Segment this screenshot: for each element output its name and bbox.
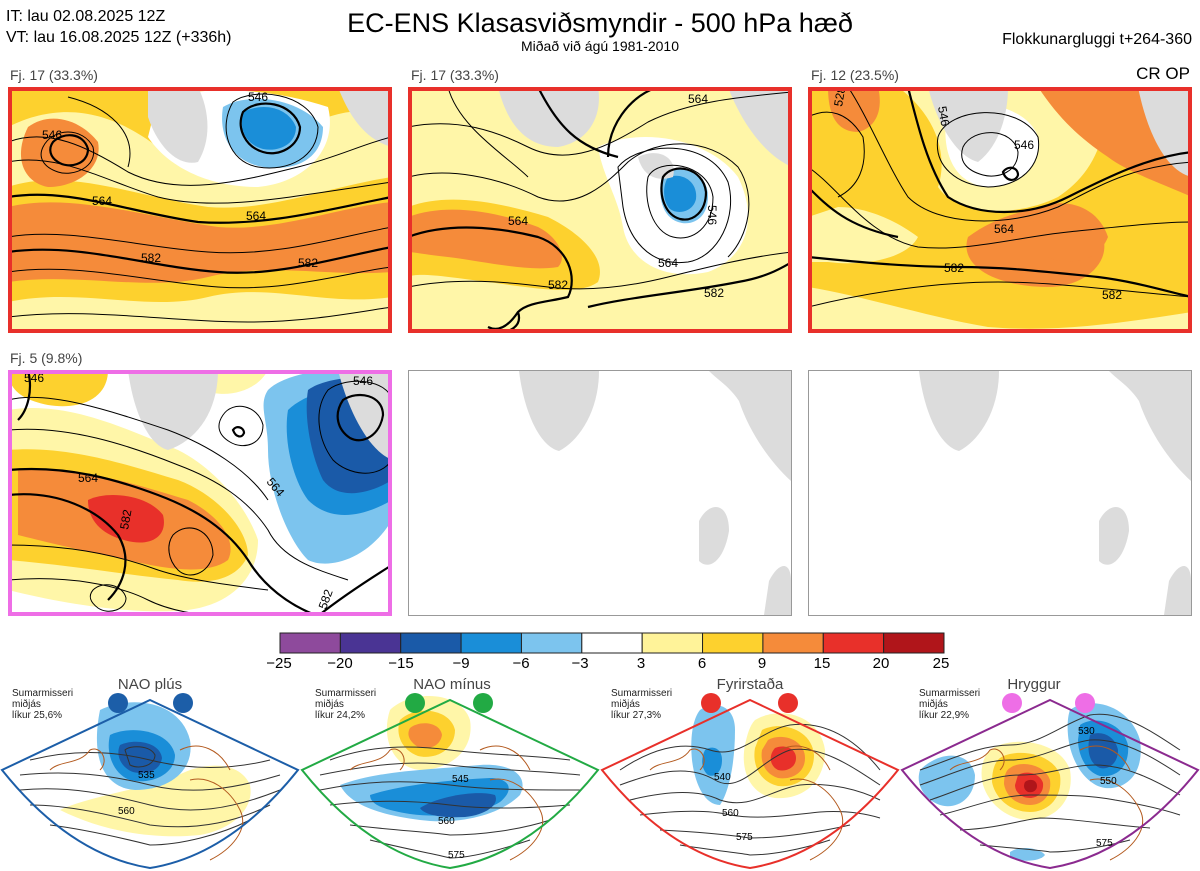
colorbar-segment xyxy=(702,632,764,654)
cr-op-label: CR OP xyxy=(1136,64,1190,83)
colorbar-segment xyxy=(460,632,522,654)
colorbar-tick: −25 xyxy=(266,655,292,672)
valid-time: VT: lau 16.08.2025 12Z (+336h) xyxy=(6,29,232,46)
contour-label: 582 xyxy=(704,286,724,300)
regime-note-nao-minus: Sumarmisseri miðjás líkur 24,2% xyxy=(315,688,377,721)
regime-map-nao-plus: 535 560 xyxy=(0,693,300,870)
regime-title-nao-minus: NAO mínus xyxy=(413,676,491,693)
contour-label: 582 xyxy=(1102,288,1122,302)
cluster-label-4: Fj. 5 (9.8%) xyxy=(10,350,83,366)
colorbar-tick: −9 xyxy=(452,655,470,672)
page-title: EC-ENS Klasasviðsmyndir - 500 hPa hæð xyxy=(347,8,853,38)
colorbar-tick: −15 xyxy=(388,655,414,672)
contour-label: 582 xyxy=(944,261,964,275)
colorbar-tick: 15 xyxy=(813,655,831,672)
colorbar-labels: −25 −20 −15 −9 −6 −3 3 6 9 15 20 25 xyxy=(0,655,1200,675)
colorbar-segment xyxy=(339,632,402,654)
empty-map-2 xyxy=(808,370,1192,616)
regime-contour-label: 560 xyxy=(722,808,739,819)
colorbar-tick: −3 xyxy=(571,655,589,672)
colorbar-segment xyxy=(279,632,341,654)
contour-label: 564 xyxy=(994,222,1014,236)
contour-label: 546 xyxy=(1014,138,1034,152)
colorbar-tick: −6 xyxy=(512,655,530,672)
regime-contour-label: 575 xyxy=(448,850,465,861)
contour-label: 564 xyxy=(92,194,112,208)
contour-label: 564 xyxy=(658,256,678,270)
regime-contour-label: 575 xyxy=(1096,838,1113,849)
regime-title-blocking: Fyrirstaða xyxy=(716,676,784,693)
contour-label: 564 xyxy=(688,92,708,106)
colorbar-tick: 25 xyxy=(932,655,950,672)
contour-label: 546 xyxy=(935,105,952,127)
contour-label: 546 xyxy=(24,371,44,385)
regime-map-ridge: 530 550 575 xyxy=(900,693,1200,870)
regime-note-nao-plus: Sumarmisseri miðjás líkur 25,6% xyxy=(12,688,74,721)
cluster-border-1 xyxy=(8,87,392,333)
regime-contour-label: 575 xyxy=(736,832,753,843)
contour-label: 546 xyxy=(705,205,719,225)
colorbar-tick: 20 xyxy=(872,655,890,672)
colorbar-segment xyxy=(762,632,824,654)
cluster-label-2: Fj. 17 (33.3%) xyxy=(411,67,499,83)
cluster-map-2: 564 564 546 564 582 582 xyxy=(408,87,792,333)
colorbar-segment xyxy=(641,632,704,654)
cluster-border-3 xyxy=(808,87,1192,333)
regime-title-nao-plus: NAO plús xyxy=(117,676,183,693)
colorbar-tick: −20 xyxy=(327,655,353,672)
regime-title-ridge: Hryggur xyxy=(1007,676,1061,693)
empty-map-1 xyxy=(408,370,792,616)
colorbar-segment xyxy=(520,632,583,654)
colorbar-segment xyxy=(883,632,945,654)
regime-contour-label: 535 xyxy=(138,770,155,781)
header-left: IT: lau 02.08.2025 12Z VT: lau 16.08.202… xyxy=(6,6,232,48)
colorbar-segment xyxy=(822,632,885,654)
contour-label: 582 xyxy=(117,508,134,530)
cluster-border-2 xyxy=(408,87,792,333)
colorbar-segment xyxy=(581,632,643,654)
colorbar xyxy=(279,632,945,654)
regime-contour-label: 560 xyxy=(438,816,455,827)
classification-window: Flokkunargluggi t+264-360 xyxy=(1002,31,1192,48)
regime-map-blocking: 540 560 575 xyxy=(600,693,900,870)
page-subtitle: Miðað við ágú 1981-2010 xyxy=(520,38,679,54)
contour-label: 546 xyxy=(42,128,62,142)
regime-note-blocking: Sumarmisseri miðjás líkur 27,3% xyxy=(611,688,673,721)
regime-contour-label: 560 xyxy=(118,806,135,817)
contour-label: 582 xyxy=(298,256,318,270)
contour-label: 528 xyxy=(831,87,848,108)
cluster-label-1: Fj. 17 (33.3%) xyxy=(10,67,98,83)
contour-label: 546 xyxy=(248,90,268,104)
contour-label: 546 xyxy=(353,374,373,388)
cluster-map-3: 528 546 546 564 582 582 xyxy=(808,87,1192,333)
regime-contour-label: 550 xyxy=(1100,776,1117,787)
regime-contour-label: 530 xyxy=(1078,726,1095,737)
cluster-map-1: 546 546 564 564 582 582 xyxy=(8,87,392,333)
cluster-map-4: 546 546 564 564 582 582 xyxy=(8,370,392,616)
regime-map-nao-minus: 545 560 575 xyxy=(300,693,600,870)
initial-time: IT: lau 02.08.2025 12Z xyxy=(6,8,166,25)
cluster-border-4 xyxy=(8,370,392,616)
regime-note-ridge: Sumarmisseri miðjás líkur 22,9% xyxy=(919,688,981,721)
colorbar-tick: 6 xyxy=(697,655,707,672)
contour-label: 582 xyxy=(141,251,161,265)
contour-label: 564 xyxy=(508,214,528,228)
contour-label: 582 xyxy=(316,587,336,611)
contour-label: 564 xyxy=(246,209,266,223)
contour-label: 564 xyxy=(78,471,98,485)
contour-label: 582 xyxy=(548,278,568,292)
regime-contour-label: 545 xyxy=(452,774,469,785)
regime-contour-label: 540 xyxy=(714,772,731,783)
colorbar-segment xyxy=(400,632,462,654)
colorbar-tick: 9 xyxy=(757,655,767,672)
colorbar-tick: 3 xyxy=(636,655,646,672)
cluster-label-3: Fj. 12 (23.5%) xyxy=(811,67,899,83)
